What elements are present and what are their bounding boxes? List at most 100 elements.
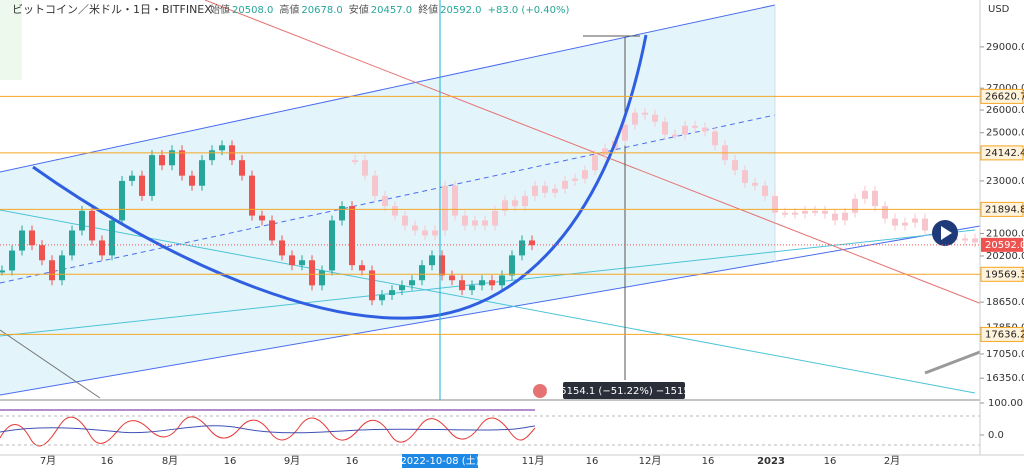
candle bbox=[119, 180, 125, 221]
candle bbox=[492, 210, 498, 226]
level-tag bbox=[980, 266, 1024, 282]
candle bbox=[782, 212, 788, 215]
candle bbox=[892, 218, 898, 226]
level-label: 24142.4 bbox=[985, 148, 1024, 159]
x-tick-label: 2023 bbox=[757, 456, 785, 467]
y-tick-label: 21000.0 bbox=[986, 229, 1024, 240]
candle bbox=[49, 260, 55, 281]
y-tick-label: 23000.0 bbox=[986, 176, 1024, 187]
candle bbox=[672, 134, 678, 137]
candle bbox=[219, 145, 225, 151]
x-tick-label: 9月 bbox=[284, 455, 300, 467]
candle bbox=[512, 200, 518, 207]
level-label: 17636.2 bbox=[985, 329, 1024, 340]
candle bbox=[842, 212, 848, 221]
candle bbox=[772, 195, 778, 213]
header-item: 20678.0 bbox=[301, 5, 342, 16]
header-item: 始値 bbox=[210, 3, 230, 16]
indicator-tick-label: 0.0 bbox=[988, 430, 1004, 441]
candle bbox=[552, 188, 558, 193]
candle bbox=[702, 127, 708, 132]
candle bbox=[602, 148, 608, 156]
candle bbox=[379, 295, 385, 301]
candle bbox=[319, 270, 325, 286]
measure-box: −15154.1 (−51.22%) −151541 bbox=[533, 382, 702, 399]
candle bbox=[882, 206, 888, 219]
candle bbox=[519, 240, 525, 256]
candle bbox=[792, 212, 798, 215]
candle bbox=[652, 114, 658, 122]
candle bbox=[872, 190, 878, 207]
candle bbox=[352, 160, 358, 163]
candle bbox=[592, 155, 598, 171]
candle bbox=[732, 160, 738, 171]
candle bbox=[159, 155, 165, 166]
candle bbox=[452, 185, 458, 216]
candle bbox=[489, 280, 495, 286]
candle bbox=[99, 240, 105, 256]
header-item: 20508.0 bbox=[232, 5, 273, 16]
indicator-guide bbox=[0, 415, 980, 446]
x-tick-label: 16 bbox=[346, 456, 359, 467]
candle bbox=[462, 215, 468, 226]
y-tick-label: 26000.0 bbox=[986, 105, 1024, 116]
indicator-tick-label: 100.00 bbox=[988, 398, 1023, 409]
candle bbox=[429, 255, 435, 266]
candle bbox=[562, 180, 568, 189]
flag-icon bbox=[533, 384, 547, 398]
y-tick-label: 17050.0 bbox=[986, 349, 1024, 360]
header-item: +83.0 (+0.40%) bbox=[488, 5, 570, 16]
candle bbox=[39, 245, 45, 261]
level-label: 21894.8 bbox=[985, 204, 1024, 215]
candle bbox=[862, 190, 868, 199]
x-tick-label: 16 bbox=[101, 456, 114, 467]
x-tick-label: 16 bbox=[824, 456, 837, 467]
candle bbox=[129, 175, 135, 181]
candle bbox=[382, 195, 388, 207]
channel-bottom bbox=[0, 225, 981, 396]
candle bbox=[289, 255, 295, 266]
candle bbox=[762, 185, 768, 196]
candle bbox=[472, 220, 478, 226]
candle bbox=[622, 124, 628, 141]
x-tick-label: 7月 bbox=[40, 455, 56, 467]
candle bbox=[962, 238, 968, 241]
y-tick-label: 18650.0 bbox=[986, 297, 1024, 308]
candle bbox=[742, 170, 748, 183]
candle bbox=[502, 200, 508, 211]
candle bbox=[372, 175, 378, 196]
candle bbox=[199, 160, 205, 186]
candles bbox=[0, 107, 978, 306]
header-item: 20592.0 bbox=[440, 5, 481, 16]
candle bbox=[69, 230, 75, 256]
candle bbox=[109, 220, 115, 256]
candle bbox=[329, 220, 335, 271]
candle bbox=[482, 220, 488, 226]
candle bbox=[832, 213, 838, 221]
indicator-d bbox=[0, 425, 536, 434]
candle bbox=[499, 275, 505, 286]
chart-title: ビットコイン／米ドル・1日・BITFINEX bbox=[12, 3, 212, 16]
arrow-gray bbox=[924, 350, 981, 375]
candle bbox=[812, 210, 818, 213]
candle bbox=[59, 255, 65, 281]
x-tick-label: 8月 bbox=[162, 455, 178, 467]
candle bbox=[529, 240, 535, 246]
candle bbox=[712, 131, 718, 146]
candle bbox=[209, 150, 215, 161]
level-tag bbox=[980, 145, 1024, 161]
candle bbox=[522, 195, 528, 207]
header-item: 終値 bbox=[418, 3, 438, 16]
candle bbox=[349, 206, 355, 266]
level-label: 26620.7 bbox=[985, 91, 1024, 102]
candle bbox=[902, 222, 908, 226]
candle bbox=[19, 230, 25, 251]
candle bbox=[682, 125, 688, 135]
candle bbox=[189, 175, 195, 186]
y-tick-label: 27000.0 bbox=[986, 83, 1024, 94]
candle bbox=[912, 218, 918, 223]
trend-cyan bbox=[0, 209, 976, 394]
candle bbox=[239, 160, 245, 176]
candle bbox=[509, 255, 515, 276]
